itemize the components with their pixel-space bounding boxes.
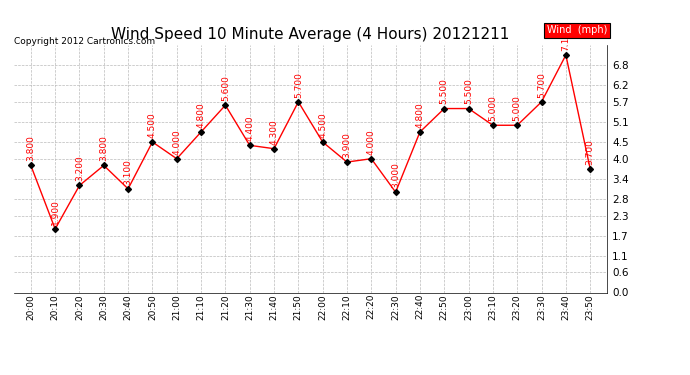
Text: 5.000: 5.000	[489, 95, 497, 121]
Text: 3.800: 3.800	[99, 135, 108, 161]
Text: Copyright 2012 Cartronics.com: Copyright 2012 Cartronics.com	[14, 38, 155, 46]
Text: 3.100: 3.100	[124, 159, 132, 184]
Text: 5.600: 5.600	[221, 75, 230, 101]
Text: 4.000: 4.000	[172, 129, 181, 154]
Title: Wind Speed 10 Minute Average (4 Hours) 20121211: Wind Speed 10 Minute Average (4 Hours) 2…	[111, 27, 510, 42]
Text: 5.700: 5.700	[294, 72, 303, 98]
Text: 4.000: 4.000	[367, 129, 376, 154]
Text: 5.700: 5.700	[537, 72, 546, 98]
Text: 7.100: 7.100	[562, 25, 571, 51]
Text: 4.800: 4.800	[415, 102, 424, 128]
Text: 3.800: 3.800	[26, 135, 35, 161]
Text: 4.800: 4.800	[197, 102, 206, 128]
Text: 5.500: 5.500	[440, 78, 449, 104]
Text: 5.500: 5.500	[464, 78, 473, 104]
Text: 3.700: 3.700	[586, 139, 595, 165]
Text: 3.200: 3.200	[75, 156, 84, 181]
Text: 4.300: 4.300	[270, 119, 279, 144]
Text: 5.000: 5.000	[513, 95, 522, 121]
Text: 1.900: 1.900	[50, 199, 59, 225]
Text: 4.400: 4.400	[245, 116, 254, 141]
Text: 3.000: 3.000	[391, 162, 400, 188]
Text: 4.500: 4.500	[318, 112, 327, 138]
Text: 3.900: 3.900	[342, 132, 351, 158]
Text: 4.500: 4.500	[148, 112, 157, 138]
Text: Wind  (mph): Wind (mph)	[547, 25, 607, 35]
